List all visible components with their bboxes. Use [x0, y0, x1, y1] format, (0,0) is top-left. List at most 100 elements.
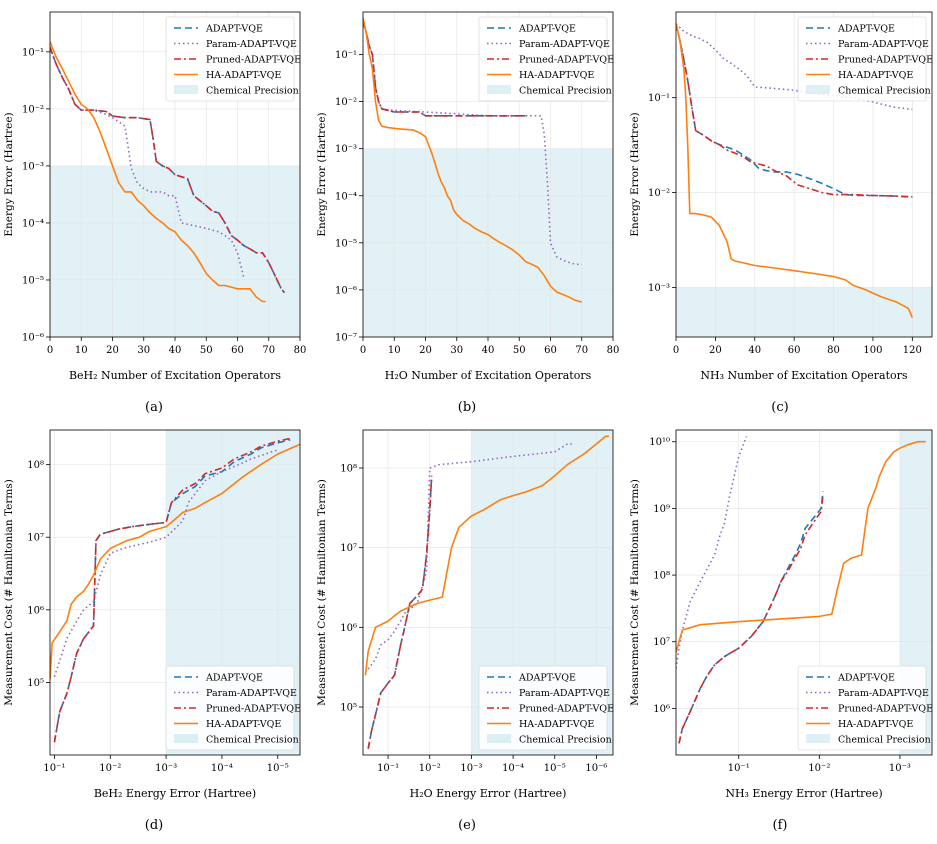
y-tick-label: 10⁻²: [648, 188, 670, 199]
y-tick-label: 10⁶: [653, 704, 670, 715]
y-tick-label: 10⁻⁶: [22, 333, 44, 344]
legend-swatch: [174, 85, 198, 94]
x-tick-label: 40: [169, 345, 182, 356]
series-line-adapt-vqe: [676, 23, 913, 198]
legend-label: Chemical Precision: [838, 86, 931, 97]
y-tick-label: 10⁵: [340, 703, 357, 714]
legend-swatch: [174, 734, 198, 743]
y-axis-label: Measurement Cost (# Hamiltonian Terms): [3, 479, 15, 706]
series-line-ha-adapt-vqe: [50, 41, 266, 303]
y-tick-label: 10⁻⁶: [335, 285, 357, 296]
y-tick-label: 10⁸: [27, 460, 44, 471]
legend: ADAPT-VQE Param-ADAPT-VQE Pruned-ADAPT-VQE…: [478, 16, 614, 102]
legend-label: HA-ADAPT-VQE: [838, 719, 913, 730]
x-tick-label: 70: [262, 345, 275, 356]
chemical-precision-region: [676, 287, 932, 337]
y-tick-label: 10⁷: [653, 637, 670, 648]
legend-box: [478, 665, 608, 751]
x-tick-label: 30: [137, 345, 150, 356]
x-tick-label: 20: [106, 345, 119, 356]
legend-label: Param-ADAPT-VQE: [838, 688, 929, 699]
x-axis-label: BeH₂ Energy Error (Hartree): [94, 787, 256, 800]
y-tick-label: 10⁻⁴: [22, 218, 44, 229]
y-tick-label: 10⁻³: [648, 283, 670, 294]
plot-frame: [675, 429, 933, 756]
series-group: [363, 17, 583, 303]
x-tick-label: 10⁻⁴: [502, 763, 524, 774]
legend-label: Pruned-ADAPT-VQE: [206, 55, 301, 66]
panel-label-c: (c): [771, 400, 789, 415]
series-line-ha-adapt-vqe: [363, 17, 583, 303]
legend-label: Chemical Precision: [519, 735, 612, 746]
series-group: [364, 435, 609, 749]
legend-label: Pruned-ADAPT-VQE: [206, 704, 301, 715]
y-axis-label: Measurement Cost (# Hamiltonian Terms): [316, 479, 328, 706]
panel-label-d: (d): [144, 818, 164, 833]
legend-label: ADAPT-VQE: [837, 24, 895, 35]
x-tick-label: 30: [450, 345, 463, 356]
legend: ADAPT-VQE Param-ADAPT-VQE Pruned-ADAPT-VQE…: [797, 16, 933, 102]
y-tick-label: 10⁻¹: [648, 93, 670, 104]
series-line-pruned-adapt-vqe: [367, 475, 433, 749]
legend-label: HA-ADAPT-VQE: [838, 70, 913, 81]
legend-swatch: [806, 85, 830, 94]
chart-panel-f: 10⁻¹ 10⁻² 10⁻³ 10⁶ 10⁷ 10⁸ 10⁹ 10¹⁰ NH₃ Energy E…: [629, 429, 933, 800]
series-group: [676, 436, 926, 744]
x-tick-label: 10⁻¹: [377, 763, 399, 774]
panel-label-e: (e): [458, 818, 476, 833]
x-axis-label: NH₃ Energy Error (Hartree): [725, 787, 882, 800]
legend-swatch: [487, 734, 511, 743]
x-tick-label: 80: [607, 345, 620, 356]
x-tick-label: 10⁻⁵: [267, 763, 289, 774]
y-tick-label: 10⁻⁴: [335, 191, 357, 202]
plot-frame: [49, 429, 301, 756]
series-line-ha-adapt-vqe: [676, 440, 926, 653]
y-tick-label: 10⁷: [27, 533, 44, 544]
x-tick-label: 40: [748, 345, 761, 356]
legend-label: Chemical Precision: [838, 735, 931, 746]
x-axis-label: H₂O Number of Excitation Operators: [385, 369, 592, 382]
panel-label-a: (a): [145, 400, 163, 415]
gridlines: [50, 430, 300, 755]
legend-label: ADAPT-VQE: [518, 673, 576, 684]
y-tick-label: 10⁸: [340, 464, 357, 475]
x-tick-label: 10⁻³: [889, 763, 911, 774]
chart-panel-e: 10⁻¹ 10⁻² 10⁻³ 10⁻⁴ 10⁻⁵ 10⁻⁶ 10⁵ 10⁶ 10⁷ 10⁸ H₂O …: [316, 429, 614, 800]
y-tick-label: 10⁵: [27, 678, 44, 689]
series-line-pruned-adapt-vqe: [678, 494, 824, 744]
plot-frame: [675, 11, 933, 338]
legend-label: Param-ADAPT-VQE: [206, 39, 297, 50]
legend-label: Chemical Precision: [519, 86, 612, 97]
y-tick-label: 10⁻³: [335, 144, 357, 155]
series-line-pruned-adapt-vqe: [50, 47, 286, 294]
x-tick-label: 70: [575, 345, 588, 356]
y-tick-label: 10⁻⁵: [335, 238, 357, 249]
x-tick-label: 50: [513, 345, 526, 356]
x-tick-label: 10: [388, 345, 401, 356]
x-tick-label: 10⁻²: [99, 763, 121, 774]
x-tick-label: 10⁻³: [460, 763, 482, 774]
x-tick-label: 100: [863, 345, 882, 356]
y-tick-label: 10⁻⁷: [335, 333, 357, 344]
legend-box: [478, 16, 608, 102]
y-axis-label: Energy Error (Hartree): [629, 112, 641, 236]
panel-label-b: (b): [457, 400, 477, 415]
y-tick-label: 10⁻⁵: [22, 275, 44, 286]
series-line-param-adapt-vqe: [676, 436, 748, 669]
legend: ADAPT-VQE Param-ADAPT-VQE Pruned-ADAPT-VQE…: [165, 16, 301, 102]
x-tick-label: 10⁻²: [808, 763, 830, 774]
chart-panel-a: 0 10 20 30 40 50 60 70 80 10⁻⁶ 10⁻⁵ 10⁻⁴ 10⁻³ 10⁻² 10⁻…: [3, 11, 306, 382]
y-tick-label: 10⁻¹: [335, 50, 357, 61]
legend-label: Chemical Precision: [206, 86, 299, 97]
legend-box: [165, 16, 295, 102]
chart-panel-d: 10⁻¹ 10⁻² 10⁻³ 10⁻⁴ 10⁻⁵ 10⁵ 10⁶ 10⁷ 10⁸ BeH₂ Ene…: [3, 429, 301, 800]
x-tick-label: 10⁻³: [155, 763, 177, 774]
y-tick-label: 10⁶: [340, 623, 357, 634]
legend-swatch: [487, 85, 511, 94]
series-line-param-adapt-vqe: [363, 21, 582, 266]
x-tick-label: 0: [673, 345, 679, 356]
x-tick-label: 0: [47, 345, 53, 356]
x-tick-label: 10⁻⁶: [585, 763, 607, 774]
panel-label-f: (f): [772, 818, 788, 833]
